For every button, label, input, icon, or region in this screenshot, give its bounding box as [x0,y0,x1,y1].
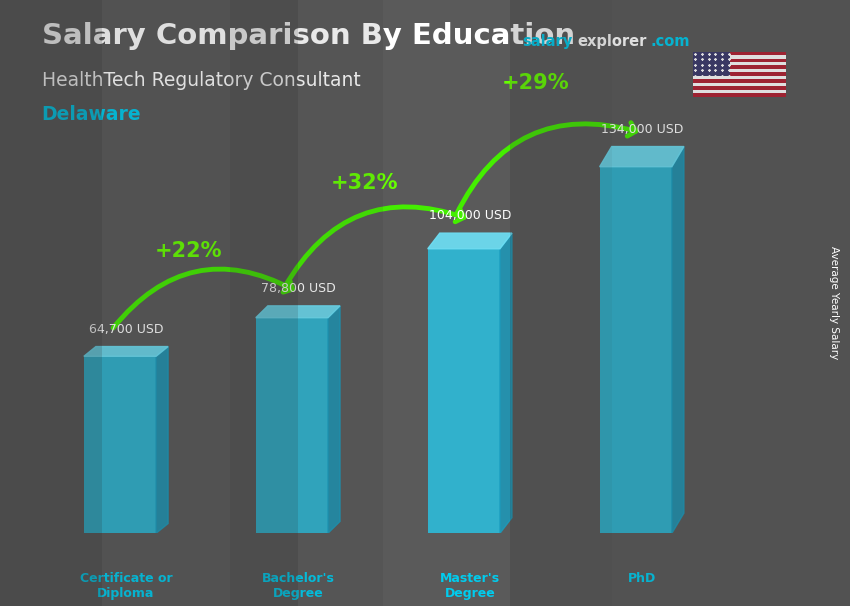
Polygon shape [156,347,168,533]
Bar [693,76,786,79]
Text: 104,000 USD: 104,000 USD [428,209,511,222]
Text: +32%: +32% [331,173,398,193]
Bar [693,79,786,83]
Text: salary: salary [522,34,572,49]
Polygon shape [328,306,340,533]
Text: 78,800 USD: 78,800 USD [261,282,335,295]
Text: Certificate or
Diploma: Certificate or Diploma [80,571,173,599]
Bar [693,59,786,62]
Bar [693,52,730,76]
Text: 134,000 USD: 134,000 USD [601,122,683,136]
Text: +22%: +22% [155,241,223,261]
Text: 64,700 USD: 64,700 USD [88,322,163,336]
Bar [428,249,500,533]
Bar [693,62,786,65]
Bar [693,65,786,69]
Bar [693,90,786,93]
Bar [599,167,672,533]
Text: .com: .com [650,34,690,49]
Bar [693,87,786,90]
Bar [693,52,786,55]
Bar [256,318,328,533]
Bar [693,73,786,76]
Text: explorer: explorer [577,34,647,49]
Polygon shape [500,233,512,533]
Text: Bachelor's
Degree: Bachelor's Degree [262,571,334,599]
Text: Average Yearly Salary: Average Yearly Salary [829,247,839,359]
Text: HealthTech Regulatory Consultant: HealthTech Regulatory Consultant [42,72,360,90]
Text: Master's
Degree: Master's Degree [439,571,500,599]
Bar [84,356,156,533]
Polygon shape [428,233,512,249]
Polygon shape [256,306,340,318]
Bar [693,93,786,97]
Text: Salary Comparison By Education: Salary Comparison By Education [42,22,575,50]
Polygon shape [672,147,684,533]
Bar [693,83,786,87]
Text: Delaware: Delaware [42,105,141,124]
Polygon shape [84,347,168,356]
Bar [693,55,786,59]
Text: PhD: PhD [627,571,656,585]
Bar [693,69,786,73]
Polygon shape [599,147,684,167]
Text: +29%: +29% [502,73,570,93]
